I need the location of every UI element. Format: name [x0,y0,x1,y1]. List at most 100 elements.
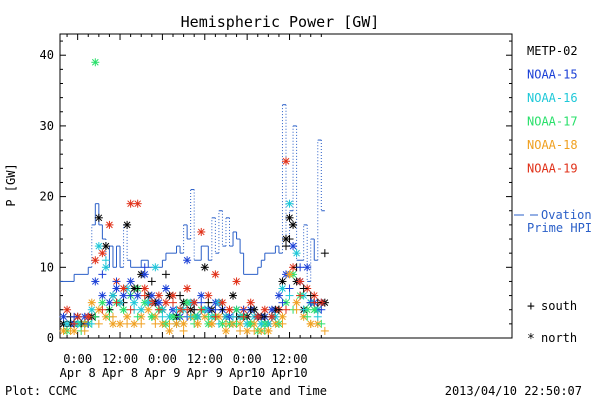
x-tick-time: 12:00 [271,352,307,366]
north-point [119,284,128,293]
south-point [313,312,322,321]
south-point [197,298,206,307]
y-tick-label: 10 [40,260,54,274]
north-point [98,249,107,258]
north-point [133,199,142,208]
north-point [151,263,160,272]
north-point [87,298,96,307]
north-point [243,326,252,335]
north-point [126,277,135,286]
south-point [278,298,287,307]
south-point [154,298,163,307]
south-point [140,291,149,300]
north-point [282,157,290,166]
north-point [87,305,96,314]
marker-legend: + south * north [527,299,577,347]
ovation-legend-label-2: Prime HPI [527,221,592,235]
south-point [169,298,177,307]
south-point [299,284,308,293]
north-point [147,291,156,300]
south-point [257,319,266,328]
south-point [204,298,213,307]
south-point [101,256,110,265]
north-point [59,326,68,335]
x-tick-date: Apr 8 [102,366,138,380]
chart-title: Hemispheric Power [GW] [181,13,380,31]
north-point [169,291,177,300]
y-tick-label: 40 [40,48,54,62]
south-point [285,291,294,300]
south-point [105,305,114,314]
north-point [285,270,294,279]
south-point [221,319,230,328]
north-point [130,298,139,307]
south-point [144,298,153,307]
north-point [183,298,192,307]
y-tick-label: 30 [40,119,54,133]
north-point [161,298,170,307]
points-layer [59,58,329,335]
south-point [126,305,135,314]
x-tick-date: Apr10 [229,366,265,380]
north-point [130,319,139,328]
ovation-line-layer [60,104,325,282]
south-point [285,235,294,244]
south-point [126,291,135,300]
north-point [126,199,135,208]
south-point [158,312,167,321]
plot-timestamp: 2013/04/10 22:50:07 [445,384,582,398]
south-point [154,305,163,314]
south-point [246,305,255,314]
x-tick-time: 0:00 [148,352,177,366]
north-point [190,298,199,307]
south-point [207,319,216,328]
south-point [112,298,121,307]
south-point [320,326,329,335]
south-point [119,305,128,314]
north-point [123,312,132,321]
north-point [154,291,163,300]
north-point [303,263,312,272]
south-point [133,284,142,293]
y-axis-label: P [GW] [4,163,18,206]
south-point [91,312,100,321]
south-point [147,312,156,321]
north-point [310,305,319,314]
legend-entry: METP-02 [527,44,578,58]
north-point [165,326,174,335]
north-point [108,319,117,328]
south-point [204,312,213,321]
south-point [306,319,315,328]
south-point [264,326,273,335]
south-point [303,312,312,321]
north-point [105,298,114,307]
south-point [306,291,315,300]
south-point [133,312,142,321]
north-point [91,277,100,286]
south-point [282,305,290,314]
south-point [80,326,89,335]
north-point [101,263,110,272]
south-point [317,305,326,314]
y-axis: 0 10 20 30 40 [40,40,512,345]
south-point [246,319,255,328]
marker-legend-north-label: north [541,331,577,345]
north-point [289,242,298,251]
south-point [250,326,259,335]
marker-legend-south-label: south [541,299,577,313]
south-point [296,263,305,272]
north-point [260,305,269,314]
south-point [278,319,287,328]
x-tick-date: Apr 9 [144,366,180,380]
south-point [267,312,276,321]
legend-entry: NOAA-17 [527,115,578,129]
south-point [197,305,206,314]
x-tick-time: 0:00 [63,352,92,366]
x-tick-time: 12:00 [187,352,223,366]
north-point [179,319,188,328]
north-point [197,291,206,300]
south-point [179,326,188,335]
north-point [137,305,146,314]
